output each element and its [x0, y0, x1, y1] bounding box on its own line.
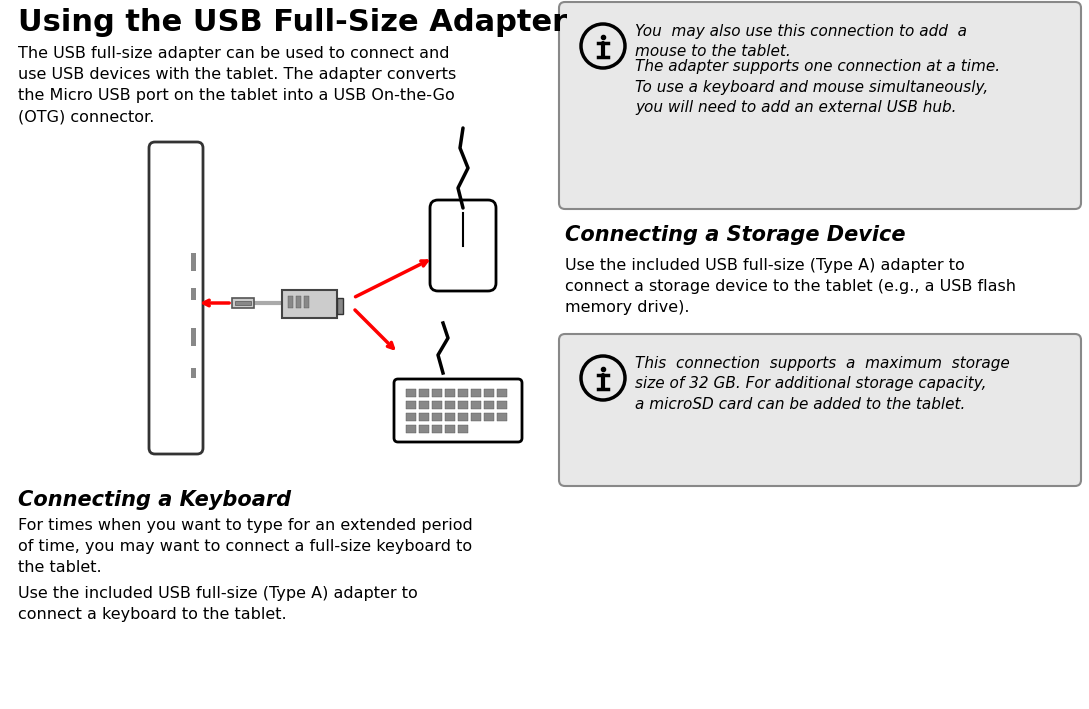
Bar — [406, 401, 416, 409]
Text: The USB full-size adapter can be used to connect and
use USB devices with the ta: The USB full-size adapter can be used to… — [19, 46, 456, 124]
Bar — [235, 301, 250, 305]
Bar — [484, 389, 494, 397]
Bar — [472, 401, 481, 409]
Bar — [497, 413, 507, 421]
Bar — [472, 413, 481, 421]
Text: Using the USB Full-Size Adapter: Using the USB Full-Size Adapter — [19, 8, 567, 37]
Bar — [406, 389, 416, 397]
Text: For times when you want to type for an extended period
of time, you may want to : For times when you want to type for an e… — [19, 518, 473, 575]
Bar — [445, 425, 455, 433]
Bar — [406, 413, 416, 421]
FancyBboxPatch shape — [394, 379, 522, 442]
Bar — [191, 253, 196, 271]
Bar — [445, 413, 455, 421]
Bar — [191, 288, 196, 300]
Bar — [304, 296, 309, 308]
FancyBboxPatch shape — [559, 334, 1081, 486]
Bar — [191, 368, 196, 378]
Text: You  may also use this connection to add  a
mouse to the tablet.: You may also use this connection to add … — [635, 24, 967, 60]
Bar — [497, 401, 507, 409]
FancyBboxPatch shape — [559, 2, 1081, 209]
Text: The adapter supports one connection at a time.
To use a keyboard and mouse simul: The adapter supports one connection at a… — [635, 59, 1000, 115]
Bar — [445, 401, 455, 409]
Bar — [432, 425, 442, 433]
Bar — [458, 389, 468, 397]
Text: This  connection  supports  a  maximum  storage
size of 32 GB. For additional st: This connection supports a maximum stora… — [635, 356, 1010, 412]
Bar — [337, 298, 343, 314]
Text: Connecting a Storage Device: Connecting a Storage Device — [565, 225, 905, 245]
Bar — [445, 389, 455, 397]
Bar — [458, 425, 468, 433]
Bar — [191, 328, 196, 346]
Bar — [232, 298, 254, 308]
Bar — [484, 401, 494, 409]
Text: Use the included USB full-size (Type A) adapter to
connect a storage device to t: Use the included USB full-size (Type A) … — [565, 258, 1016, 315]
Bar — [282, 290, 337, 318]
Bar — [458, 413, 468, 421]
Bar — [484, 413, 494, 421]
Bar — [287, 296, 293, 308]
Bar — [432, 413, 442, 421]
Bar — [458, 401, 468, 409]
Bar — [432, 389, 442, 397]
Bar — [419, 401, 429, 409]
Text: Use the included USB full-size (Type A) adapter to
connect a keyboard to the tab: Use the included USB full-size (Type A) … — [19, 586, 418, 622]
Text: Connecting a Keyboard: Connecting a Keyboard — [19, 490, 291, 510]
FancyBboxPatch shape — [430, 200, 495, 291]
Bar — [432, 401, 442, 409]
Bar — [419, 413, 429, 421]
Bar — [472, 389, 481, 397]
FancyBboxPatch shape — [149, 142, 203, 454]
Bar — [419, 389, 429, 397]
Bar — [296, 296, 301, 308]
Bar — [419, 425, 429, 433]
Bar — [497, 389, 507, 397]
Bar — [406, 425, 416, 433]
